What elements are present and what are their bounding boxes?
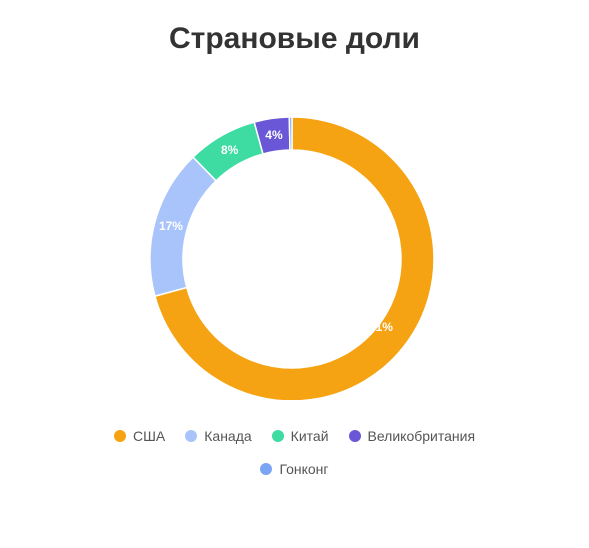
legend-item-usa[interactable]: США — [113, 428, 166, 444]
legend-item-uk[interactable]: Великобритания — [348, 428, 476, 444]
legend-swatch-canada — [185, 430, 198, 442]
legend-label-uk: Великобритания — [367, 428, 476, 444]
legend-row-1: США Канада Китай Великобритания — [0, 428, 589, 444]
donut-chart: 71% 17% 8% 4% — [149, 116, 435, 400]
legend-swatch-usa — [113, 430, 126, 442]
legend-item-china[interactable]: Китай — [271, 428, 329, 444]
legend-label-hong-kong: Гонконг — [279, 461, 329, 477]
legend-swatch-china — [271, 430, 284, 442]
legend-swatch-uk — [348, 430, 361, 442]
legend-row-2: Гонконг — [0, 461, 589, 477]
slice-label-uk: 4% — [265, 128, 283, 142]
chart-title: Страновые доли — [168, 22, 420, 55]
slice-usa[interactable] — [154, 116, 435, 400]
legend-item-hong-kong[interactable]: Гонконг — [260, 461, 329, 477]
legend-label-china: Китай — [290, 428, 329, 444]
slice-hong-kong[interactable] — [288, 116, 293, 151]
slice-label-canada: 17% — [159, 219, 183, 233]
legend-swatch-hong-kong — [260, 463, 273, 475]
slice-label-china: 8% — [221, 143, 239, 157]
legend-item-canada[interactable]: Канада — [185, 428, 252, 444]
legend-label-usa: США — [132, 428, 166, 444]
legend-label-canada: Канада — [204, 428, 252, 444]
slice-label-usa: 71% — [369, 320, 393, 334]
